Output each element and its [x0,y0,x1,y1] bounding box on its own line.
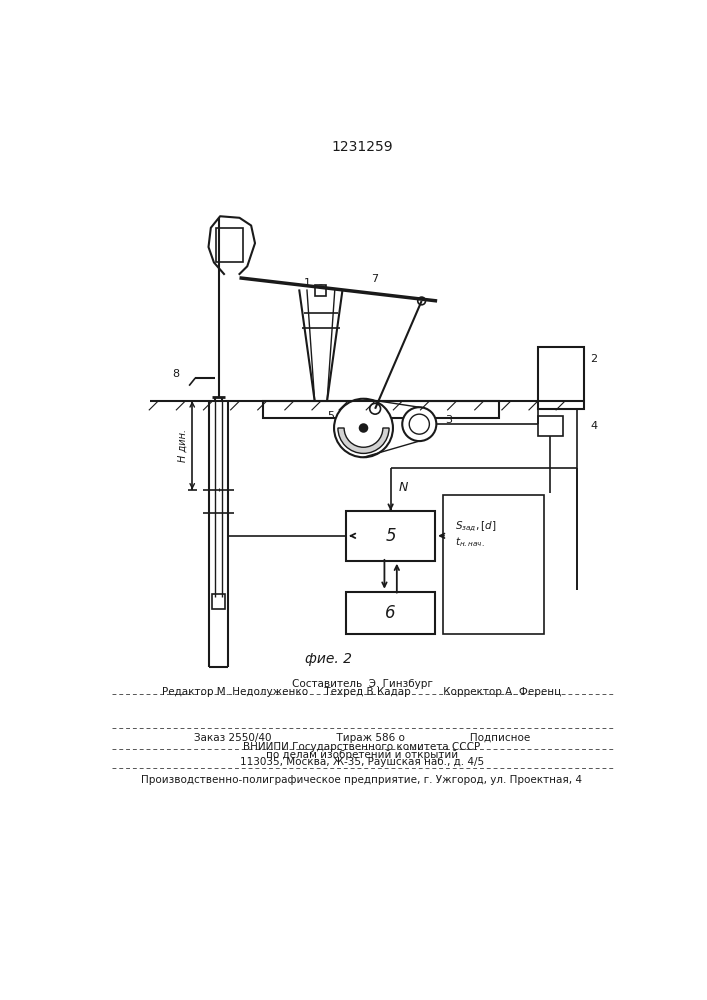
Text: 4: 4 [590,421,597,431]
Text: 2: 2 [590,354,597,364]
Text: ВНИИПИ Государственного комитета СССР: ВНИИПИ Государственного комитета СССР [243,742,481,752]
Text: 5: 5 [327,411,334,421]
Text: $S_{зад},[d]$: $S_{зад},[d]$ [455,519,496,534]
Bar [346,592,436,634]
Bar [212,594,225,609]
Text: по делам изобретений и открытий: по делам изобретений и открытий [266,750,458,760]
Text: 113035, Москва, Ж-35, Раушская наб., д. 4/5: 113035, Москва, Ж-35, Раушская наб., д. … [240,757,484,767]
Text: $t_{н.нач.}$: $t_{н.нач.}$ [455,535,484,549]
Circle shape [317,286,325,293]
Text: Составитель  Э. Гинзбург: Составитель Э. Гинзбург [291,679,433,689]
Text: N: N [398,481,408,494]
Bar [263,401,499,418]
Bar [538,347,585,409]
Bar [216,228,243,262]
Circle shape [409,414,429,434]
Circle shape [370,403,380,414]
Bar [443,495,544,634]
Circle shape [418,297,426,305]
Bar [346,511,436,561]
Text: Н дин.: Н дин. [178,429,188,462]
Circle shape [360,424,368,432]
Circle shape [414,420,424,429]
Circle shape [334,399,393,457]
Text: фие. 2: фие. 2 [305,652,352,666]
Bar [315,285,325,296]
Text: 3: 3 [445,415,452,425]
Text: Заказ 2550/40                    Тираж 586 о                    Подписное: Заказ 2550/40 Тираж 586 о Подписное [194,733,530,743]
Circle shape [402,407,436,441]
Text: 6: 6 [385,604,396,622]
Text: 8: 8 [173,369,180,379]
Bar [538,416,563,436]
Text: Производственно-полиграфическое предприятие, г. Ужгород, ул. Проектная, 4: Производственно-полиграфическое предприя… [141,775,583,785]
Text: Редактор М. Недолуженко     Техред В.Кадар          Корректор А. Ференц: Редактор М. Недолуженко Техред В.Кадар К… [163,687,561,697]
Wedge shape [338,428,389,453]
Text: 1: 1 [303,278,310,288]
Text: 5: 5 [385,527,396,545]
Text: 1231259: 1231259 [331,140,393,154]
Text: 7: 7 [372,274,379,284]
